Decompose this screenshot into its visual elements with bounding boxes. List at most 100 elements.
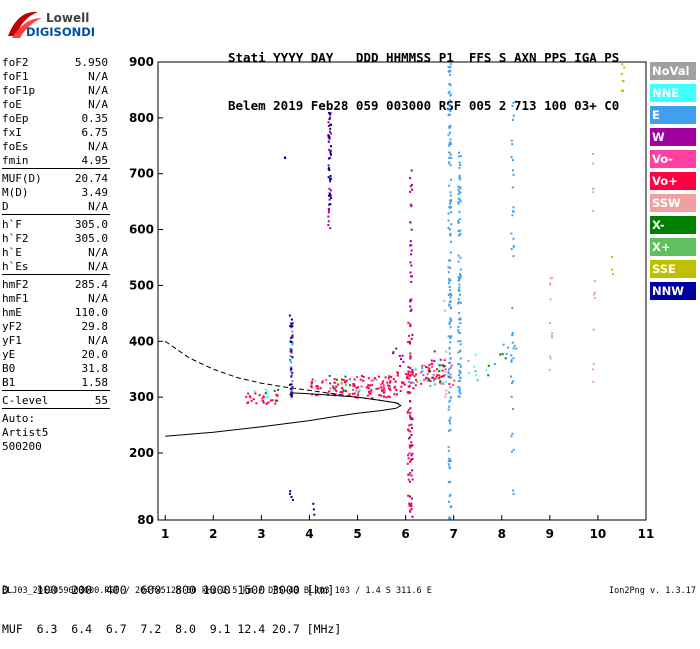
data-point [449,422,452,425]
param-value: 20.74 [74,172,108,185]
data-point [448,368,451,371]
data-point [345,390,347,393]
data-point [332,385,335,387]
data-point [312,508,315,511]
data-point [410,275,413,278]
data-point [428,363,431,366]
param-value: N/A [88,84,108,97]
data-point [612,273,614,276]
param-name: foF1 [2,70,29,83]
data-point [409,185,412,188]
data-point [592,153,594,155]
data-point [457,254,460,257]
param-name: hmF1 [2,292,29,305]
data-point [407,454,409,457]
data-point [449,366,452,369]
data-point [408,452,411,455]
param-value: N/A [88,200,108,213]
data-point [265,396,268,399]
data-point [458,176,461,179]
data-point [549,282,551,285]
data-point [433,369,436,372]
data-point [407,341,409,344]
data-point [457,302,460,305]
data-point [421,364,423,367]
data-point [329,387,332,390]
data-point [449,73,452,76]
param-separator [2,168,110,169]
data-point [407,380,410,383]
data-point [372,378,375,381]
data-point [315,385,318,388]
param-value: 20.0 [81,348,109,361]
data-point [449,206,452,209]
data-point [510,248,513,251]
data-point [449,376,452,379]
data-point [395,347,398,350]
data-point [252,398,255,401]
data-point [415,373,418,376]
x-tick-label: 3 [257,527,265,541]
data-point [406,411,409,414]
data-point [333,381,336,384]
data-point [399,390,402,392]
data-point [407,370,410,373]
data-point [382,380,385,383]
data-point [447,219,450,222]
data-point [367,377,370,380]
data-point [342,378,345,381]
data-point [445,393,448,396]
data-point [592,363,595,366]
data-point [430,362,433,365]
data-point [410,507,413,510]
data-point [410,381,413,384]
data-point [396,374,399,377]
data-point [370,379,373,382]
x-tick-label: 7 [450,527,458,541]
data-point [449,138,452,141]
data-point [551,276,554,279]
data-point [367,384,370,387]
data-point [271,399,274,402]
data-point [457,298,460,301]
plot-frame [157,61,647,521]
data-point [388,384,391,387]
data-point [449,306,452,309]
data-point [457,325,460,328]
logo-line2: DIGISONDE [26,25,94,39]
data-point [401,354,404,357]
y-tick-label: 600 [129,223,154,237]
data-point [392,378,395,381]
data-point [410,497,413,500]
data-point [289,366,292,369]
data-point [409,509,412,512]
data-point [447,481,450,484]
data-point [411,371,414,374]
data-point [365,386,368,389]
param-row: B0 31.8 [2,362,108,376]
data-point [447,271,450,274]
data-point [620,89,623,92]
data-point [513,344,516,347]
data-point [390,376,393,378]
param-row: foEs N/A [2,140,108,154]
data-point [356,393,359,396]
data-point [438,364,441,367]
data-point [315,394,318,397]
data-point [410,474,413,477]
data-point [448,103,451,106]
data-point [387,377,390,380]
data-point [409,221,412,224]
data-point [276,394,279,397]
data-point [426,373,429,376]
data-point [450,178,453,181]
data-point [254,392,257,395]
data-point [447,372,450,375]
data-point [410,458,413,461]
data-point [381,382,384,385]
data-point [328,136,331,139]
data-point [622,89,624,92]
data-point [447,133,450,136]
data-point [341,378,343,381]
param-name: foE [2,98,22,111]
